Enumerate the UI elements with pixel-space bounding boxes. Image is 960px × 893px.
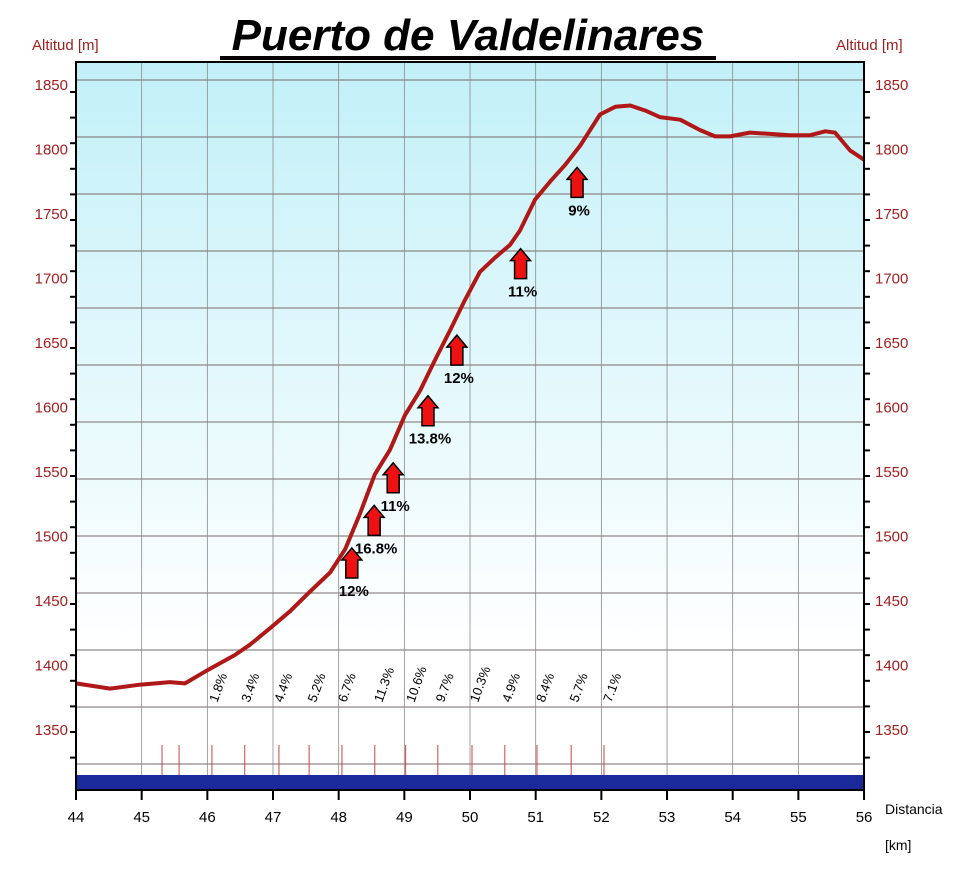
x-axis-unit: [km] <box>885 837 911 853</box>
y-tick-label-right: 1650 <box>875 335 908 352</box>
y-tick-label-left: 1600 <box>35 400 68 417</box>
gradient-label: 13.8% <box>409 431 452 448</box>
gradient-label: 12% <box>444 370 474 387</box>
gradient-arrow-icon <box>381 461 405 494</box>
y-tick-label-left: 1550 <box>35 464 68 481</box>
title-underline <box>220 56 716 60</box>
gradient-label: 12% <box>339 583 369 600</box>
x-tick-label: 51 <box>527 809 544 826</box>
y-tick-label-left: 1750 <box>35 206 68 223</box>
y-tick-label-right: 1800 <box>875 142 908 159</box>
y-tick-label-left: 1450 <box>35 593 68 610</box>
x-tick-label: 50 <box>462 809 479 826</box>
y-axis-label-left: Altitud [m] <box>32 37 99 54</box>
x-axis-label: Distancia <box>885 801 943 817</box>
y-tick-label-left: 1400 <box>35 658 68 675</box>
y-tick-label-right: 1350 <box>875 722 908 739</box>
gradient-label: 16.8% <box>355 540 398 557</box>
y-tick-label-left: 1850 <box>35 77 68 94</box>
gradient-arrow-icon <box>416 394 440 427</box>
y-tick-label-left: 1650 <box>35 335 68 352</box>
y-tick-label-left: 1700 <box>35 271 68 288</box>
gradient-arrow-icon <box>508 247 533 280</box>
y-tick-label-right: 1600 <box>875 400 908 417</box>
y-tick-label-right: 1500 <box>875 529 908 546</box>
y-tick-label-left: 1800 <box>35 142 68 159</box>
gradient-label: 11% <box>381 498 410 515</box>
chart-title: Puerto de Valdelinares <box>232 11 705 60</box>
y-tick-label-right: 1400 <box>875 658 908 675</box>
x-tick-label: 45 <box>133 809 150 826</box>
road-bar <box>76 775 864 790</box>
y-tick-label-right: 1700 <box>875 271 908 288</box>
x-tick-label: 52 <box>593 809 610 826</box>
altitude-line <box>75 103 866 691</box>
x-tick-label: 55 <box>790 809 807 826</box>
y-tick-label-right: 1850 <box>875 77 908 94</box>
x-tick-label: 56 <box>856 809 873 826</box>
y-tick-label-right: 1750 <box>875 206 908 223</box>
x-tick-label: 44 <box>68 809 85 826</box>
y-axis-label-right: Altitud [m] <box>836 37 903 54</box>
x-tick-label: 49 <box>396 809 413 826</box>
gradient-arrow-icon <box>565 166 589 199</box>
y-tick-label-right: 1550 <box>875 464 908 481</box>
gradient-label: 11% <box>508 284 537 301</box>
y-tick-label-left: 1500 <box>35 529 68 546</box>
x-tick-label: 54 <box>724 809 741 826</box>
gradient-label: 9% <box>568 202 590 219</box>
x-tick-label: 46 <box>199 809 216 826</box>
x-tick-label: 53 <box>659 809 676 826</box>
gradient-arrow-icon <box>340 546 364 579</box>
y-tick-label-right: 1450 <box>875 593 908 610</box>
x-tick-label: 47 <box>265 809 282 826</box>
gradient-arrow-icon <box>362 504 386 537</box>
y-tick-label-left: 1350 <box>35 722 68 739</box>
gradient-arrow-icon <box>445 333 469 366</box>
x-tick-label: 48 <box>330 809 347 826</box>
